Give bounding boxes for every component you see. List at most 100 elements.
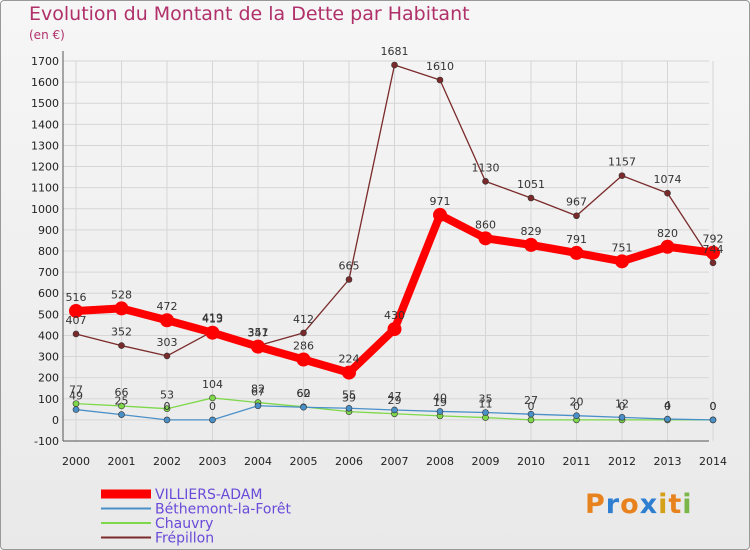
x-tick-label: 2004 [244,455,272,468]
data-point [69,303,83,318]
data-label: 412 [293,313,314,326]
data-label: 665 [339,260,360,273]
x-tick-label: 2006 [335,455,363,468]
data-label: 35 [479,393,493,406]
data-point [345,276,353,283]
data-point [709,416,717,424]
data-label: 40 [433,391,447,404]
data-point [300,329,307,337]
data-point [300,403,307,411]
axes: -100010020030040050060070080090010001100… [31,51,727,468]
data-point [72,406,80,413]
y-tick-label: 1700 [31,55,59,68]
data-point [618,172,626,179]
data-point [118,342,125,349]
legend: VILLIERS-ADAMBéthemont-la-ForêtChauvryFr… [101,487,292,547]
data-label: 0 [573,400,580,413]
data-point [118,402,125,410]
data-label: 528 [111,288,132,301]
data-point [387,322,402,337]
data-label: 0 [209,400,216,413]
y-tick-label: 400 [38,329,59,342]
y-tick-label: 100 [38,393,59,406]
data-label: 430 [384,309,405,322]
data-label: 11 [479,398,493,411]
data-point [209,394,216,402]
data-label: 0 [664,400,671,413]
data-label: 347 [248,327,269,340]
data-point [482,409,489,416]
data-point [482,178,489,185]
data-label: 1157 [608,156,636,169]
y-tick-label: 900 [38,224,59,237]
data-label: 0 [164,400,171,413]
legend-label: Béthemont-la-Forêt [155,502,292,518]
data-label: 516 [66,291,87,304]
y-tick-label: 0 [52,414,59,427]
proxiti-logo: Proxiti [585,489,693,520]
y-tick-label: 1500 [31,97,59,110]
data-label: 0 [710,400,717,413]
data-label: 1130 [472,161,500,174]
chart-title: Evolution du Montant de la Dette par Hab… [29,3,470,25]
data-point [209,416,216,424]
x-tick-label: 2010 [517,455,545,468]
data-label: 66 [115,386,129,399]
y-tick-label: 500 [38,308,59,321]
data-label: 407 [66,314,87,327]
data-label: 1051 [517,178,545,191]
unit-label: (en €) [29,28,65,42]
y-tick-label: 1600 [31,76,59,89]
series-layer [69,61,720,424]
data-point [296,352,311,367]
y-tick-label: 1400 [31,118,59,131]
data-label: 744 [703,243,724,256]
data-label: 472 [157,300,178,313]
data-label: 60 [297,387,311,400]
y-tick-label: 1000 [31,203,59,216]
data-point [205,325,220,340]
data-point [478,231,493,246]
data-point [660,239,675,254]
data-point [254,402,262,410]
data-label: 419 [202,311,223,324]
legend-label: Chauvry [155,516,213,532]
data-point [436,76,444,84]
data-label: 860 [475,218,496,231]
x-tick-label: 2008 [426,455,454,468]
x-tick-label: 2003 [199,455,227,468]
data-label: 25 [115,395,129,408]
data-label: 352 [111,326,132,339]
data-point [573,212,580,220]
data-point [527,416,535,424]
data-label: 0 [710,400,717,413]
data-point [163,405,171,413]
data-label: 0 [528,400,535,413]
x-tick-label: 2001 [108,455,136,468]
data-label: 829 [521,225,542,238]
data-label: 967 [566,196,587,209]
legend-label: Frépillon [155,531,214,547]
data-label: 82 [251,383,265,396]
data-label: 27 [524,394,538,407]
data-point [615,254,629,269]
data-label: 792 [703,233,724,246]
x-tick-label: 2005 [290,455,318,468]
data-point [114,301,129,316]
data-label: 39 [342,392,356,405]
data-label: 62 [297,387,311,400]
x-tick-label: 2002 [153,455,181,468]
data-label: 77 [69,384,83,397]
y-tick-label: 1200 [31,161,59,174]
y-tick-label: 1300 [31,139,59,152]
x-tick-label: 2007 [381,455,409,468]
data-label: 751 [612,241,633,254]
legend-label: VILLIERS-ADAM [155,487,262,503]
x-tick-label: 2012 [608,455,636,468]
data-point [664,415,671,423]
data-point [118,411,125,418]
data-label: 351 [248,326,269,339]
data-label: 1074 [654,173,682,186]
data-point [342,365,356,380]
data-label: 55 [342,388,356,401]
